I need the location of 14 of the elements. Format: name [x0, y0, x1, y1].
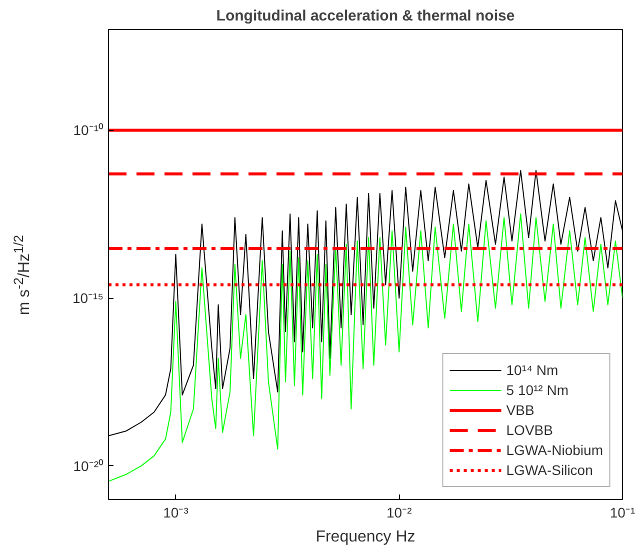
legend-label: VBB — [506, 402, 534, 418]
x-tick-label: 10⁻¹ — [610, 504, 636, 520]
y-tick-label: 10⁻¹⁰ — [73, 122, 104, 138]
legend-label: 5 10¹² Nm — [506, 382, 568, 398]
x-tick-label: 10⁻³ — [163, 504, 189, 520]
chart-title: Longitudinal acceleration & thermal noise — [216, 8, 515, 24]
legend-label: 10¹⁴ Nm — [506, 362, 558, 378]
x-tick-label: 10⁻² — [386, 504, 412, 520]
y-tick-label: 10⁻²⁰ — [73, 458, 104, 474]
x-axis-title: Frequency Hz — [316, 528, 416, 546]
legend-label: LGWA-Niobium — [506, 442, 603, 458]
y-tick-label: 10⁻¹⁵ — [72, 290, 104, 306]
legend-label: LOVBB — [506, 422, 553, 438]
legend-label: LGWA-Silicon — [506, 462, 593, 478]
